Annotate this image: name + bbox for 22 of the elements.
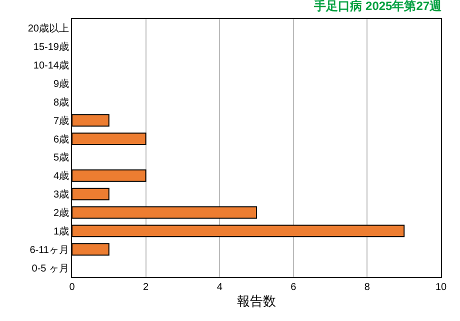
y-tick-label: 6-11ヶ月: [30, 244, 69, 256]
y-tick-label: 15-19歳: [33, 41, 69, 54]
y-tick-label: 3歳: [53, 188, 69, 201]
chart-title: 手足口病 2025年第27週: [313, 0, 443, 14]
y-tick-label: 6歳: [53, 133, 69, 146]
x-tick-label: 4: [216, 282, 223, 293]
x-tick-label: 10: [435, 282, 447, 293]
y-tick-label: 10-14歳: [33, 60, 69, 72]
y-tick-label: 4歳: [53, 170, 69, 182]
x-tick-label: 2: [143, 282, 150, 293]
y-tick-label: 8歳: [53, 96, 69, 108]
y-tick-label: 2歳: [53, 207, 69, 219]
y-tick-label: 0-5 ヶ月: [32, 263, 69, 274]
x-axis-title: 報告数: [237, 294, 276, 309]
y-tick-label: 20歳以上: [28, 22, 69, 35]
y-tick-label: 5歳: [53, 152, 69, 164]
y-tick-label: 1歳: [53, 225, 69, 238]
y-tick-label: 9歳: [53, 78, 69, 90]
x-tick-label: 0: [69, 282, 76, 293]
x-tick-label: 8: [364, 282, 370, 293]
x-tick-label: 6: [290, 282, 297, 293]
y-tick-label: 7歳: [53, 114, 69, 127]
